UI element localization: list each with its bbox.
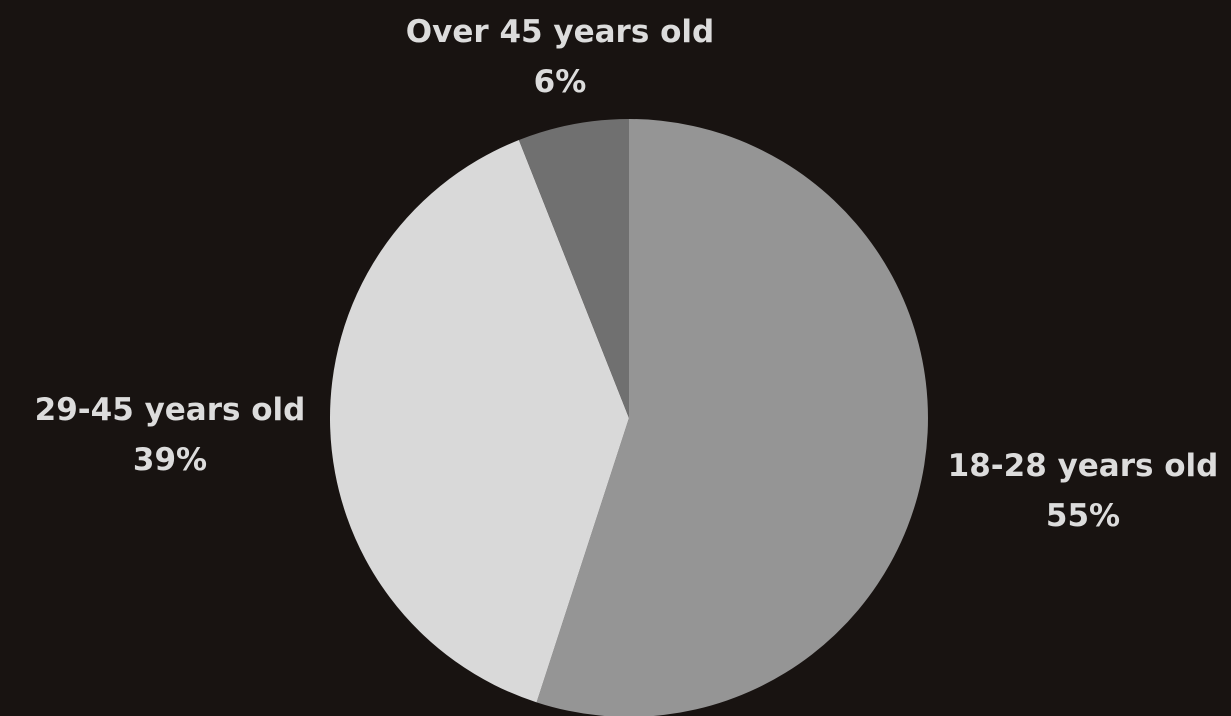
slice-percent: 6% [534, 64, 587, 100]
pie-slice-1 [536, 119, 928, 716]
pie-slice-2 [329, 140, 629, 703]
pie-slice-3 [518, 119, 629, 418]
slice-percent: 55% [1046, 498, 1120, 534]
slice-name: 29-45 years old [35, 392, 306, 428]
pie-labels: 18-28 years old 55% 29-45 years old 39% Over… [35, 14, 1219, 534]
pie-slices [329, 119, 928, 716]
slice-name: Over 45 years old [406, 14, 714, 50]
slice-label-2: 29-45 years old 39% [35, 392, 306, 478]
slice-label-1: 18-28 years old 55% [948, 448, 1219, 534]
slice-percent: 39% [133, 442, 207, 478]
slice-label-3: Over 45 years old 6% [406, 14, 714, 100]
slice-name: 18-28 years old [948, 448, 1219, 484]
